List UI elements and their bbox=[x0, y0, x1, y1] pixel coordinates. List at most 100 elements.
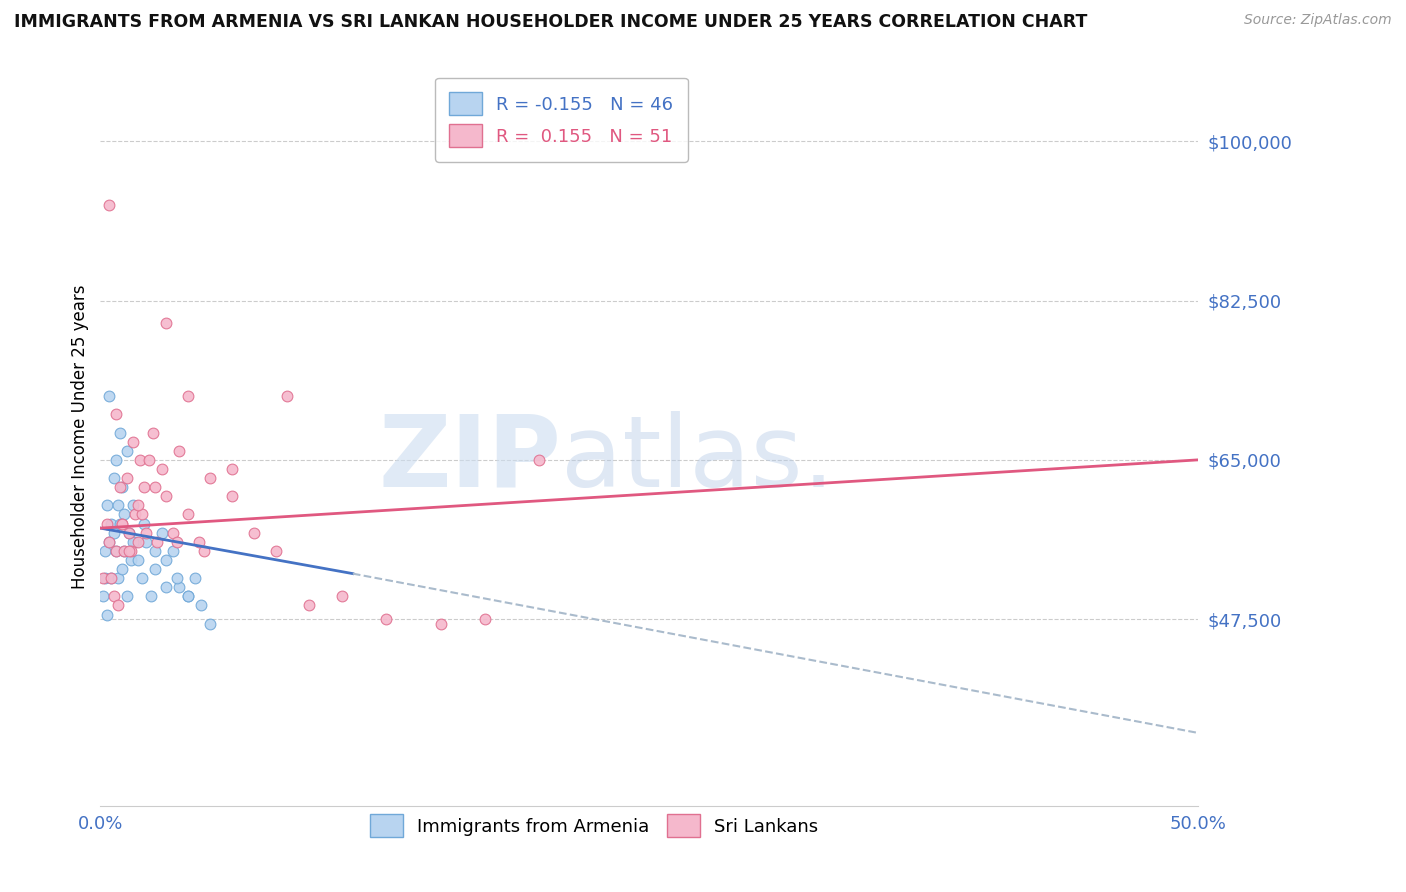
Point bbox=[134, 480, 156, 494]
Point bbox=[96, 499, 118, 513]
Point bbox=[115, 471, 138, 485]
Point bbox=[135, 534, 157, 549]
Point bbox=[98, 198, 121, 212]
Point bbox=[96, 607, 118, 622]
Point bbox=[120, 553, 142, 567]
Text: IMMIGRANTS FROM ARMENIA VS SRI LANKAN HOUSEHOLDER INCOME UNDER 25 YEARS CORRELAT: IMMIGRANTS FROM ARMENIA VS SRI LANKAN HO… bbox=[14, 13, 1087, 31]
Point bbox=[155, 316, 177, 330]
Point bbox=[122, 434, 145, 449]
Point bbox=[103, 590, 125, 604]
Point bbox=[162, 544, 184, 558]
Point bbox=[108, 480, 131, 494]
Point bbox=[91, 590, 114, 604]
Point bbox=[142, 425, 165, 440]
Text: atlas.: atlas. bbox=[561, 410, 835, 508]
Point bbox=[166, 534, 188, 549]
Point bbox=[134, 516, 156, 531]
Point bbox=[118, 525, 141, 540]
Point bbox=[155, 553, 177, 567]
Point bbox=[122, 534, 145, 549]
Point bbox=[138, 453, 160, 467]
Point bbox=[188, 534, 211, 549]
Point bbox=[169, 580, 191, 594]
Point bbox=[330, 590, 353, 604]
Point bbox=[177, 508, 200, 522]
Point bbox=[118, 525, 141, 540]
Point bbox=[122, 499, 145, 513]
Point bbox=[193, 544, 215, 558]
Point bbox=[114, 544, 136, 558]
Point bbox=[111, 516, 134, 531]
Point bbox=[114, 508, 136, 522]
Text: Source: ZipAtlas.com: Source: ZipAtlas.com bbox=[1244, 13, 1392, 28]
Point bbox=[103, 471, 125, 485]
Point bbox=[104, 544, 127, 558]
Point bbox=[243, 525, 266, 540]
Point bbox=[93, 571, 115, 585]
Point bbox=[529, 453, 551, 467]
Point bbox=[177, 590, 200, 604]
Point bbox=[104, 408, 127, 422]
Point bbox=[131, 571, 153, 585]
Point bbox=[120, 544, 142, 558]
Point bbox=[198, 471, 221, 485]
Point bbox=[155, 489, 177, 503]
Point bbox=[111, 562, 134, 576]
Point bbox=[298, 599, 321, 613]
Point bbox=[98, 534, 121, 549]
Point bbox=[150, 462, 173, 476]
Point bbox=[108, 425, 131, 440]
Point bbox=[115, 590, 138, 604]
Point bbox=[118, 544, 141, 558]
Point bbox=[91, 571, 114, 585]
Point bbox=[127, 499, 149, 513]
Point bbox=[177, 590, 200, 604]
Point bbox=[107, 499, 129, 513]
Point bbox=[103, 525, 125, 540]
Point bbox=[98, 534, 121, 549]
Point bbox=[107, 571, 129, 585]
Point bbox=[93, 544, 115, 558]
Point bbox=[429, 616, 451, 631]
Point bbox=[143, 562, 166, 576]
Point bbox=[155, 580, 177, 594]
Point bbox=[166, 571, 188, 585]
Point bbox=[276, 389, 298, 403]
Point bbox=[150, 525, 173, 540]
Point bbox=[98, 389, 121, 403]
Point bbox=[115, 443, 138, 458]
Point bbox=[177, 389, 200, 403]
Point bbox=[221, 462, 243, 476]
Point bbox=[127, 534, 149, 549]
Point bbox=[474, 612, 496, 626]
Point bbox=[143, 480, 166, 494]
Text: ZIP: ZIP bbox=[378, 410, 561, 508]
Point bbox=[146, 534, 169, 549]
Point bbox=[104, 544, 127, 558]
Point bbox=[124, 508, 146, 522]
Point bbox=[162, 525, 184, 540]
Point bbox=[198, 616, 221, 631]
Point bbox=[124, 534, 146, 549]
Point bbox=[108, 516, 131, 531]
Point bbox=[221, 489, 243, 503]
Point bbox=[139, 590, 162, 604]
Point bbox=[374, 612, 396, 626]
Y-axis label: Householder Income Under 25 years: Householder Income Under 25 years bbox=[72, 285, 89, 590]
Point bbox=[184, 571, 207, 585]
Point bbox=[127, 553, 149, 567]
Point bbox=[104, 453, 127, 467]
Point bbox=[100, 571, 122, 585]
Legend: Immigrants from Armenia, Sri Lankans: Immigrants from Armenia, Sri Lankans bbox=[363, 807, 825, 845]
Point bbox=[169, 443, 191, 458]
Point bbox=[190, 599, 212, 613]
Point bbox=[111, 516, 134, 531]
Point bbox=[111, 480, 134, 494]
Point bbox=[131, 508, 153, 522]
Point bbox=[96, 516, 118, 531]
Point bbox=[100, 571, 122, 585]
Point bbox=[128, 453, 150, 467]
Point bbox=[264, 544, 287, 558]
Point bbox=[100, 516, 122, 531]
Point bbox=[114, 544, 136, 558]
